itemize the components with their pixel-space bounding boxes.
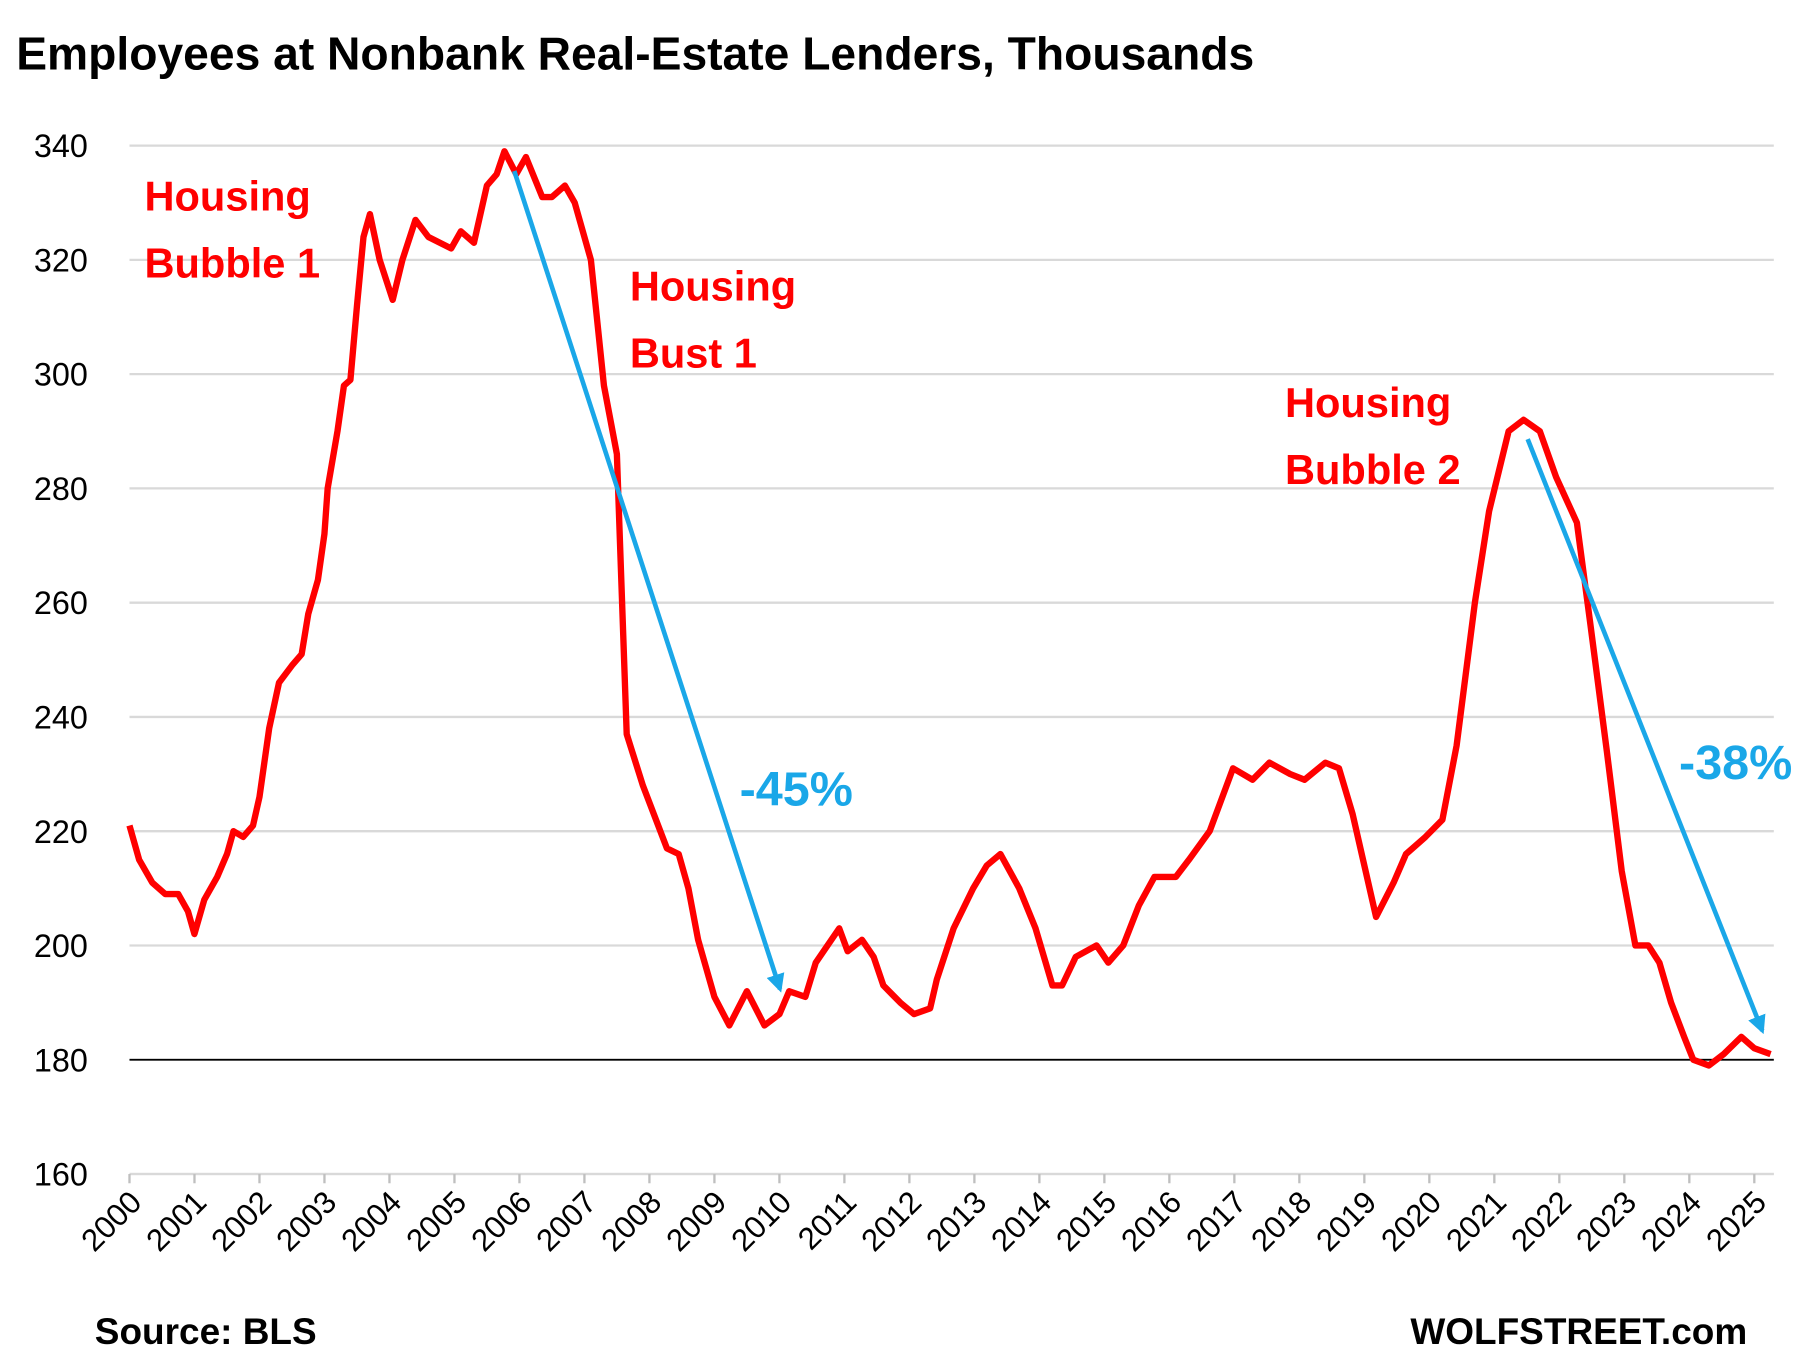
annotations: Housing Bubble 1 Housing Bust 1 Housing Bubbl… <box>145 172 1793 816</box>
y-tick-label: 280 <box>34 471 88 507</box>
annotation: Bubble 2 <box>1285 446 1461 493</box>
y-tick-label: 340 <box>34 128 88 164</box>
y-tick-label: 240 <box>34 700 88 736</box>
chart-title: Employees at Nonbank Real-Estate Lenders… <box>16 27 1254 79</box>
y-tick-label: 220 <box>34 814 88 850</box>
annotation: Bust 1 <box>630 329 757 376</box>
y-tick-label: 300 <box>34 357 88 393</box>
annotation: -45% <box>740 762 853 816</box>
annotation: Housing <box>145 172 311 219</box>
annotation: Housing <box>1285 379 1451 426</box>
y-tick-label: 160 <box>34 1157 88 1193</box>
annotation: -38% <box>1679 736 1792 790</box>
source: Source: BLS <box>95 1311 317 1352</box>
line-series <box>126 148 1772 1069</box>
annotation: Housing <box>630 262 796 309</box>
plot-area <box>126 148 1772 1069</box>
y-tick-label: 260 <box>34 585 88 621</box>
arrow <box>1525 438 1766 1035</box>
y-tick-label: 320 <box>34 242 88 278</box>
brand: WOLFSTREET.com <box>1410 1311 1747 1352</box>
annotation: Bubble 1 <box>145 239 321 286</box>
y-tick-label: 200 <box>34 928 88 964</box>
y-tick-label: 180 <box>34 1042 88 1078</box>
arrow <box>512 170 785 993</box>
